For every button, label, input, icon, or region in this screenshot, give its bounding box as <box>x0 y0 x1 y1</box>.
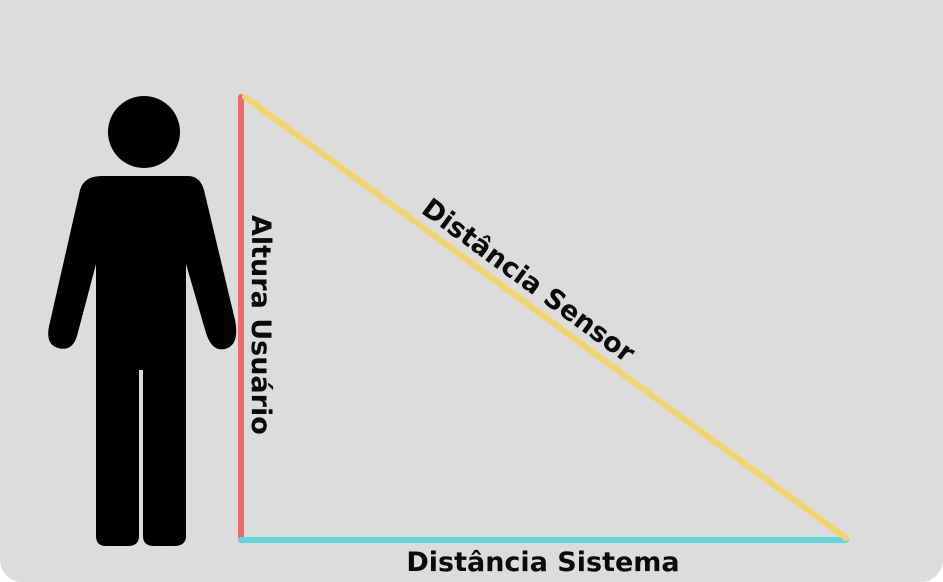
sensor-distance-label: Distância Sensor <box>416 193 641 370</box>
system-distance-label: Distância Sistema <box>406 547 679 578</box>
sensor-distance-side <box>242 94 849 541</box>
person-silhouette-icon <box>48 96 237 546</box>
user-height-label: Altura Usuário <box>245 215 276 435</box>
person-torso <box>48 176 237 546</box>
person-head <box>108 96 180 168</box>
